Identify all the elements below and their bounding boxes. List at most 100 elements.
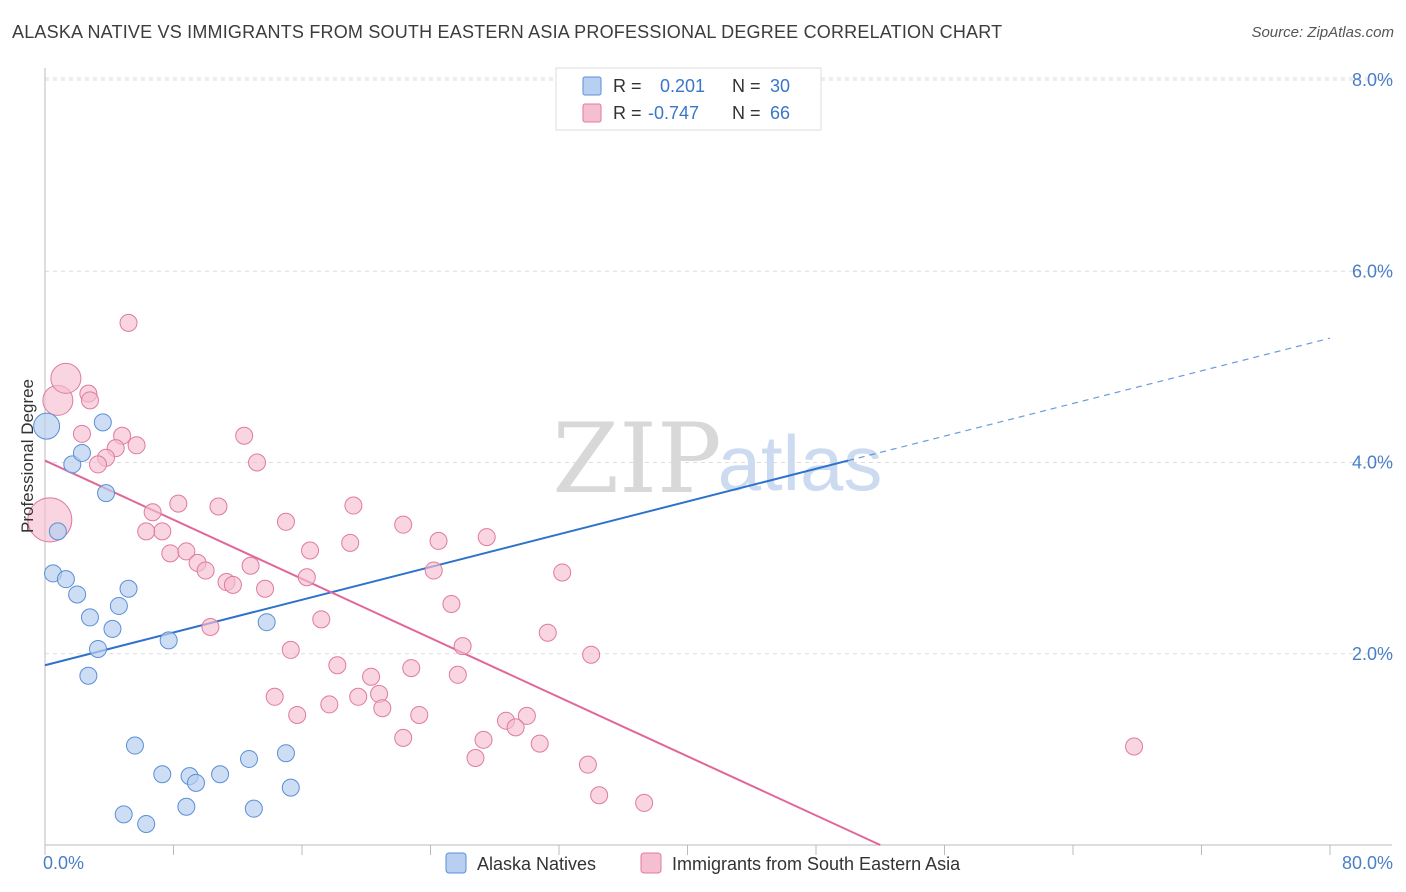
y-tick-label-0: 2.0% — [1352, 644, 1393, 664]
point-immigrants-17 — [153, 522, 172, 541]
point-alaska-19 — [239, 749, 258, 768]
point-alaska-13 — [89, 639, 108, 658]
point-immigrants-61 — [466, 748, 485, 767]
point-immigrants-16 — [143, 503, 162, 522]
x-tick-label-0: 0.0% — [43, 853, 84, 873]
legend-series: Alaska Natives Immigrants from South Eas… — [445, 852, 961, 874]
point-immigrants-42 — [281, 640, 300, 659]
point-immigrants-41 — [453, 637, 472, 656]
point-immigrants-25 — [301, 541, 320, 560]
point-immigrants-18 — [137, 522, 156, 541]
point-immigrants-39 — [201, 617, 220, 636]
point-alaska-4 — [97, 484, 116, 503]
legend-r-value-blue: 0.201 — [660, 76, 705, 96]
point-alaska-10 — [80, 608, 99, 627]
point-immigrants-21 — [394, 515, 413, 534]
watermark-atlas: atlas — [718, 419, 883, 507]
point-immigrants-35 — [424, 561, 443, 580]
legend-n-value-blue: 30 — [770, 76, 790, 96]
point-immigrants-12 — [235, 426, 254, 445]
point-alaska-26 — [244, 799, 263, 818]
point-immigrants-5 — [119, 313, 138, 332]
legend-alaska-swatch — [445, 852, 467, 874]
watermark: ZIP atlas — [552, 403, 882, 515]
point-immigrants-30 — [241, 556, 260, 575]
watermark-zip: ZIP — [552, 403, 721, 515]
point-alaska-16 — [257, 613, 276, 632]
legend-alaska-label: Alaska Natives — [477, 854, 596, 874]
point-immigrants-46 — [448, 665, 467, 684]
point-immigrants-2 — [50, 362, 82, 394]
point-alaska-11 — [109, 596, 128, 615]
point-immigrants-23 — [429, 531, 448, 550]
point-alaska-24 — [281, 778, 300, 797]
point-alaska-14 — [159, 631, 178, 650]
point-alaska-9 — [119, 579, 138, 598]
point-immigrants-19 — [276, 512, 295, 531]
point-alaska-23 — [186, 773, 205, 792]
x-tick-labels: 0.0% 80.0% — [43, 853, 1393, 873]
point-alaska-25 — [177, 797, 196, 816]
point-immigrants-36 — [553, 563, 572, 582]
point-alaska-22 — [211, 765, 230, 784]
point-immigrants-43 — [582, 645, 601, 664]
point-immigrants-54 — [410, 705, 429, 724]
point-immigrants-44 — [328, 656, 347, 675]
point-immigrants-13 — [248, 453, 267, 472]
point-immigrants-29 — [196, 561, 215, 580]
legend-immigrants-label: Immigrants from South Eastern Asia — [672, 854, 961, 874]
source-label: Source: ZipAtlas.com — [1251, 24, 1394, 41]
point-immigrants-47 — [362, 667, 381, 686]
point-immigrants-59 — [474, 730, 493, 749]
point-immigrants-11 — [89, 455, 108, 474]
point-immigrants-15 — [209, 497, 228, 516]
point-immigrants-60 — [530, 734, 549, 753]
legend-n-label-pink: N = — [732, 103, 761, 123]
point-alaska-3 — [72, 443, 91, 462]
point-alaska-15 — [79, 666, 98, 685]
legend-r-label-pink: R = — [613, 103, 642, 123]
legend-r-value-pink: -0.747 — [648, 103, 699, 123]
y-axis-label: Professional Degree — [18, 379, 37, 533]
data-points — [27, 97, 1144, 833]
point-alaska-5 — [48, 522, 67, 541]
y-tick-labels: 2.0% 4.0% 6.0% 8.0% — [1352, 70, 1393, 664]
point-immigrants-20 — [344, 496, 363, 515]
y-tick-label-1: 4.0% — [1352, 453, 1393, 473]
y-tick-label-2: 6.0% — [1352, 261, 1393, 281]
point-immigrants-62 — [578, 755, 597, 774]
axes — [44, 68, 1392, 855]
point-immigrants-57 — [506, 718, 525, 737]
point-immigrants-34 — [297, 568, 316, 587]
legend-immigrants-swatch — [640, 852, 662, 874]
point-immigrants-48 — [265, 687, 284, 706]
point-immigrants-45 — [402, 659, 421, 678]
trend-line-alaska-extension — [847, 337, 1331, 462]
trend-line-alaska — [44, 459, 849, 667]
legend-stats-blue-swatch — [582, 76, 602, 96]
point-immigrants-37 — [442, 595, 461, 614]
point-immigrants-63 — [590, 786, 609, 805]
point-immigrants-58 — [394, 728, 413, 747]
point-alaska-17 — [125, 736, 144, 755]
point-alaska-20 — [153, 765, 172, 784]
point-immigrants-52 — [288, 705, 307, 724]
legend-n-label-blue: N = — [732, 76, 761, 96]
point-alaska-12 — [103, 619, 122, 638]
legend-stats: R = 0.201 N = 30 R = -0.747 N = 66 — [555, 67, 822, 131]
point-immigrants-40 — [538, 623, 557, 642]
x-tick-label-1: 80.0% — [1342, 853, 1393, 873]
point-alaska-27 — [114, 805, 133, 824]
point-alaska-8 — [68, 585, 87, 604]
point-immigrants-4 — [80, 391, 99, 410]
point-alaska-7 — [56, 570, 75, 589]
point-alaska-18 — [276, 744, 295, 763]
point-immigrants-32 — [223, 575, 242, 594]
point-immigrants-27 — [177, 542, 196, 561]
point-immigrants-64 — [635, 793, 654, 812]
point-immigrants-33 — [256, 579, 275, 598]
point-alaska-1 — [93, 413, 112, 432]
point-alaska-28 — [137, 814, 156, 833]
y-tick-label-3: 8.0% — [1352, 70, 1393, 90]
point-immigrants-24 — [341, 533, 360, 552]
